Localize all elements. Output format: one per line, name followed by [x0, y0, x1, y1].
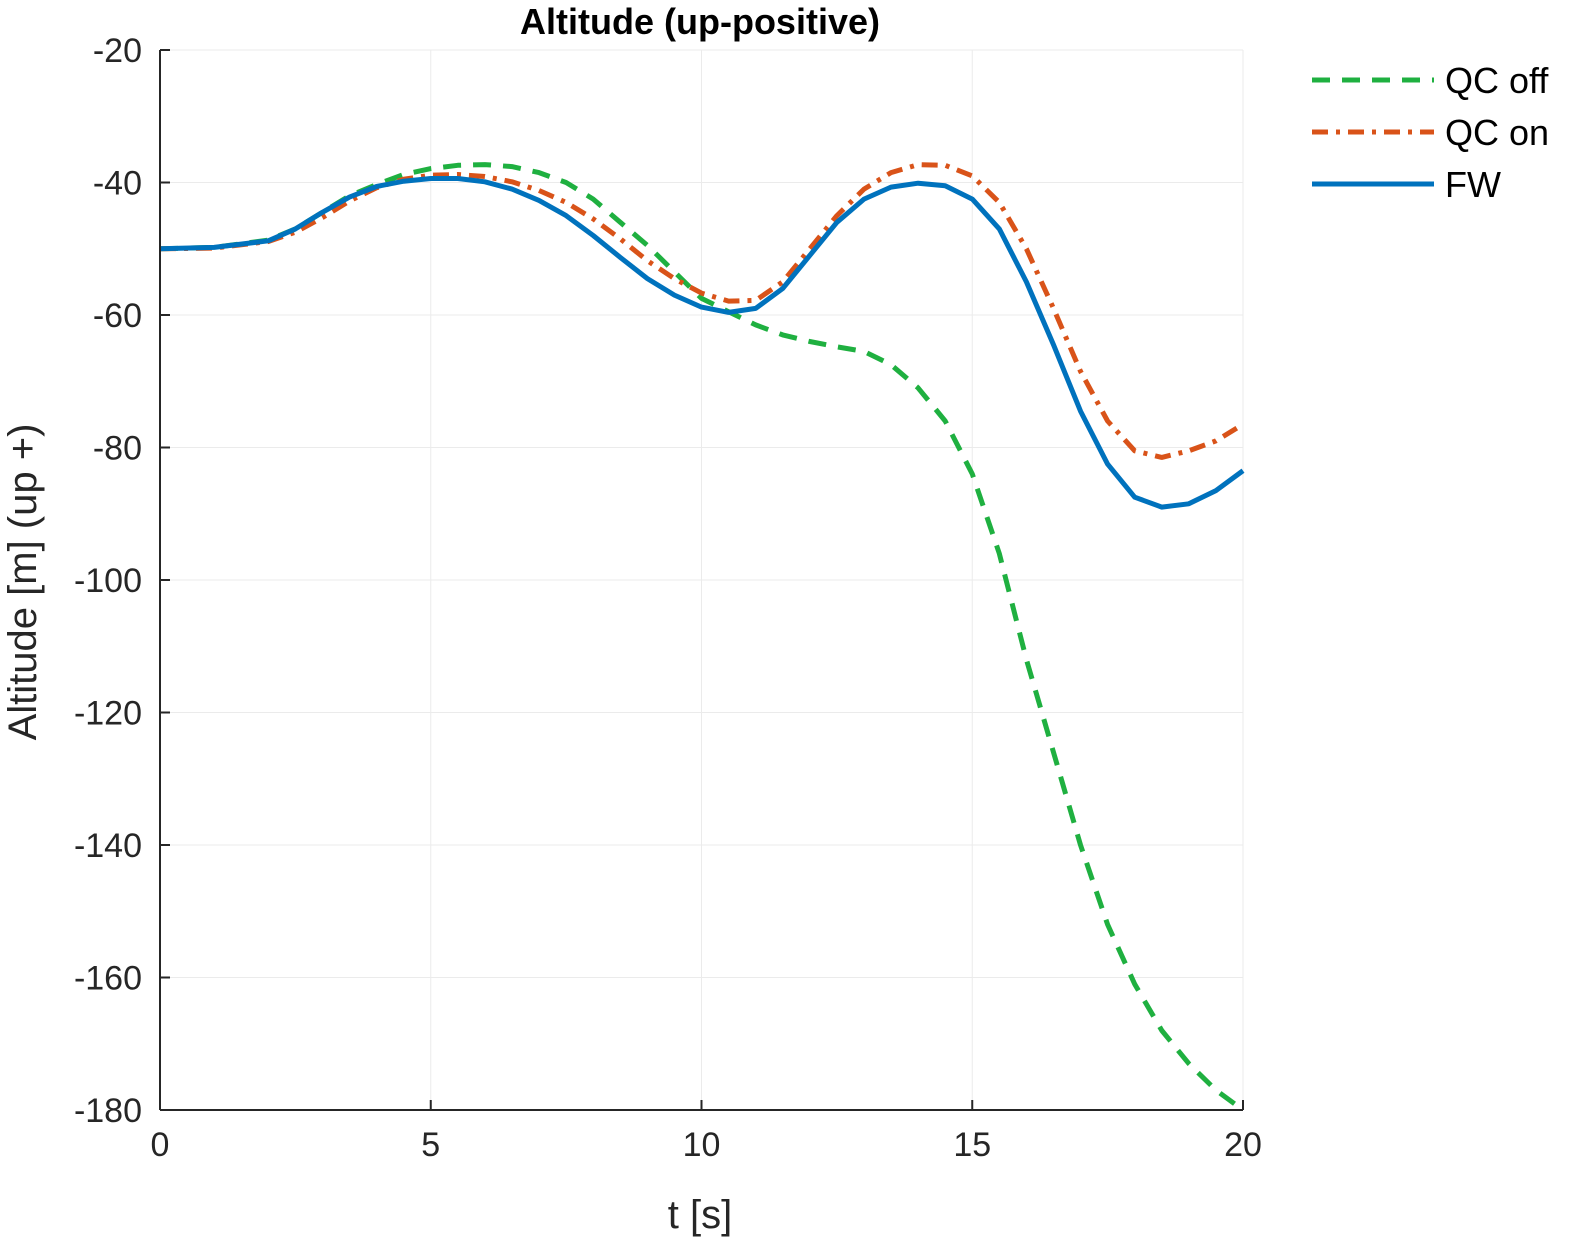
y-tick-label: -40: [93, 165, 142, 203]
x-tick-label: 20: [1224, 1126, 1262, 1164]
series-layer: [159, 162, 1245, 1113]
x-tick-label: 5: [421, 1126, 440, 1164]
y-tick-label: -180: [74, 1092, 142, 1130]
series-line-fw: [159, 176, 1245, 510]
x-axis-label: t [s]: [668, 1193, 732, 1237]
x-tick-label: 0: [151, 1126, 170, 1164]
axes: [159, 49, 1244, 1111]
y-tick-label: -100: [74, 562, 142, 600]
chart-title: Altitude (up-positive): [520, 1, 880, 42]
y-tick-label: -120: [74, 695, 142, 733]
y-tick-label: -80: [93, 430, 142, 468]
series-line-qc-on: [159, 162, 1245, 460]
y-tick-label: -160: [74, 960, 142, 998]
legend-label: FW: [1445, 164, 1501, 205]
legend-label: QC on: [1445, 112, 1549, 153]
legend-label: QC off: [1445, 60, 1549, 101]
tick-labels: 0 5 10 15 20 -20 -40 -60 -80 -100 -120 -140 -160 -180: [74, 32, 1262, 1164]
legend: QC off QC on FW: [1312, 60, 1549, 205]
y-axis-label: Altitude [m] (up +): [1, 424, 45, 741]
grid: [159, 49, 1244, 1111]
y-tick-label: -140: [74, 827, 142, 865]
x-tick-label: 15: [953, 1126, 991, 1164]
x-tick-label: 10: [683, 1126, 721, 1164]
y-tick-label: -60: [93, 297, 142, 335]
y-tick-label: -20: [93, 32, 142, 70]
